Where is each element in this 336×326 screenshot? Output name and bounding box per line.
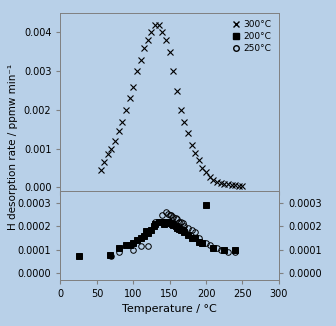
X-axis label: Temperature / °C: Temperature / °C: [122, 304, 217, 314]
Text: H desorption rate / ppmw min⁻¹: H desorption rate / ppmw min⁻¹: [8, 64, 18, 230]
Legend: 300°C, 200°C, 250°C: 300°C, 200°C, 250°C: [229, 18, 275, 55]
